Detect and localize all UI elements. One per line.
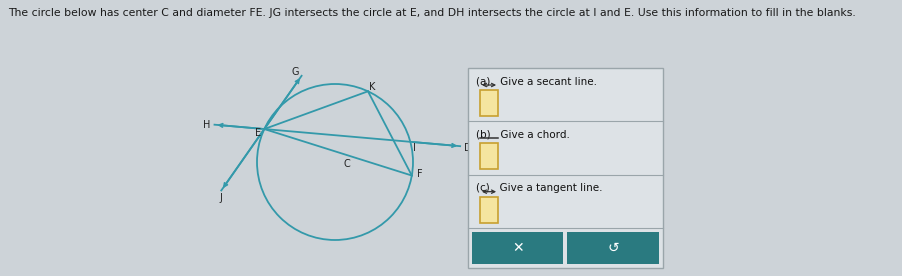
Text: ↺: ↺ [607, 241, 619, 255]
Bar [480, 197, 497, 223]
Text: J: J [219, 193, 223, 203]
Text: E: E [255, 128, 261, 138]
Text: I: I [412, 143, 415, 153]
Bar [467, 68, 662, 268]
Text: (b)   Give a chord.: (b) Give a chord. [475, 129, 569, 139]
Text: C: C [344, 159, 350, 169]
Text: (c)   Give a tangent line.: (c) Give a tangent line. [475, 183, 602, 193]
Text: (a)   Give a secant line.: (a) Give a secant line. [475, 76, 596, 86]
Text: D: D [464, 143, 472, 153]
Text: K: K [368, 82, 374, 92]
Bar [480, 143, 497, 169]
Bar [480, 90, 497, 116]
Text: G: G [291, 67, 299, 77]
Text: The circle below has center C and diameter FE. JG intersects the circle at E, an: The circle below has center C and diamet… [8, 8, 855, 18]
Text: F: F [417, 169, 422, 179]
Bar [472, 232, 563, 264]
Bar [566, 232, 658, 264]
Text: H: H [203, 120, 210, 130]
Text: ✕: ✕ [511, 241, 523, 255]
